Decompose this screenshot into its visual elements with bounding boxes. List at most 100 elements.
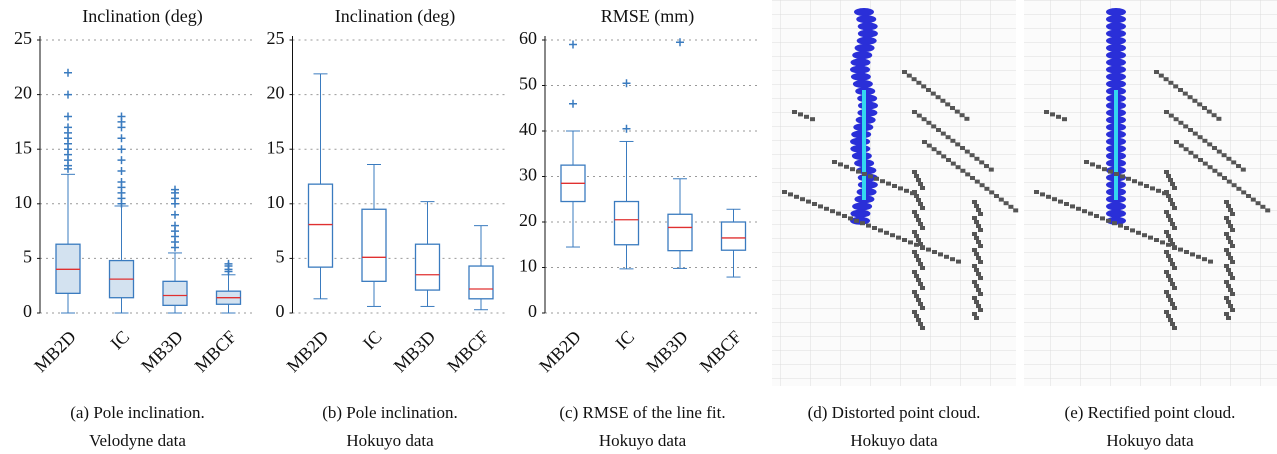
scan-point	[989, 190, 995, 195]
y-tick-label: 20	[267, 83, 285, 103]
scan-point	[1178, 88, 1183, 92]
caption: (e) Rectified point cloud.	[1065, 403, 1236, 422]
scan-point	[818, 204, 823, 209]
scan-point	[920, 206, 925, 210]
scan-point	[918, 222, 923, 226]
scan-point	[964, 149, 970, 154]
caption: Velodyne data	[89, 431, 186, 450]
outlier	[676, 38, 684, 47]
box	[414, 243, 441, 291]
scan-point	[1144, 184, 1149, 188]
scan-point	[1138, 181, 1143, 186]
x-tick-label: MB2D	[30, 327, 80, 377]
outlier	[224, 259, 233, 268]
scan-point	[1102, 167, 1107, 172]
scan-point	[972, 296, 977, 300]
scan-point	[916, 218, 921, 222]
scan-point	[1166, 234, 1171, 238]
scan-point	[916, 238, 921, 242]
pole-point	[850, 72, 871, 81]
scan-point	[896, 235, 901, 240]
scan-point	[1226, 204, 1231, 208]
scan-point	[848, 216, 853, 221]
pole-point	[852, 51, 873, 60]
x-tick-label: MB2D	[535, 327, 585, 377]
scan-point	[1226, 268, 1231, 272]
pole-point	[854, 8, 874, 16]
scan-point	[800, 197, 805, 202]
scan-point	[932, 250, 937, 254]
scan-point	[912, 250, 917, 254]
x-tick-label: MB2D	[283, 327, 333, 377]
scan-point	[836, 211, 841, 216]
scan-point	[1206, 109, 1212, 114]
outlier	[171, 185, 179, 194]
scan-point	[930, 91, 936, 96]
scan-point	[1228, 272, 1233, 276]
scan-point	[920, 306, 925, 310]
scan-point	[1168, 278, 1173, 282]
y-tick-label: 20	[519, 210, 537, 230]
pole-point	[1106, 44, 1126, 52]
scan-point	[1224, 232, 1229, 236]
scan-point	[1114, 172, 1119, 176]
scan-point	[970, 176, 975, 180]
scan-point	[1197, 102, 1203, 107]
pole-point	[850, 58, 871, 67]
box	[468, 265, 494, 300]
scan-point	[1172, 186, 1177, 190]
scan-point	[1226, 300, 1231, 304]
scan-point	[1013, 208, 1019, 213]
scan-point	[1172, 306, 1177, 310]
scan-point	[1224, 248, 1229, 252]
scan-point	[912, 190, 917, 194]
scan-point	[959, 113, 965, 118]
scan-point	[974, 268, 979, 272]
scan-point	[974, 220, 979, 224]
scan-point	[1163, 77, 1169, 82]
scan-point	[1192, 131, 1198, 136]
scan-point	[950, 257, 955, 262]
scan-point	[1228, 304, 1233, 308]
y-tick-label: 10	[14, 192, 32, 212]
box	[720, 221, 747, 251]
pole-point	[1106, 65, 1126, 74]
scan-point	[936, 128, 941, 132]
caption: Hokuyo data	[346, 431, 434, 450]
scan-point	[1164, 110, 1169, 114]
scan-point	[1150, 186, 1155, 191]
pole-point	[857, 180, 878, 189]
scan-point	[1120, 174, 1125, 179]
scan-point	[824, 206, 829, 211]
scan-point	[918, 282, 923, 286]
scan-point	[1174, 140, 1179, 144]
outlier	[171, 221, 179, 230]
scan-point	[1197, 135, 1203, 140]
scan-point	[974, 156, 980, 161]
scan-point	[1064, 202, 1069, 206]
outlier	[569, 40, 577, 49]
scan-point	[1228, 208, 1233, 212]
scan-point	[1202, 161, 1208, 166]
scan-point	[978, 292, 983, 296]
pole-point	[851, 130, 872, 139]
scan-point	[1193, 154, 1199, 159]
pole-point	[1106, 58, 1126, 67]
scan-point	[914, 214, 919, 218]
pole-point	[857, 29, 878, 38]
scan-point	[1106, 218, 1111, 223]
scan-point	[902, 238, 907, 242]
scan-point	[1166, 174, 1171, 178]
scan-point	[1008, 204, 1014, 209]
scan-point	[912, 310, 917, 314]
scan-point	[976, 288, 981, 292]
scan-point	[912, 290, 917, 294]
scan-point	[1034, 190, 1039, 194]
scan-point	[938, 252, 943, 257]
y-tick-label: 25	[267, 28, 285, 48]
scan-point	[1096, 164, 1101, 169]
scan-point	[1226, 236, 1231, 240]
scan-point	[1212, 168, 1218, 173]
scan-point	[978, 276, 983, 280]
scan-point	[898, 186, 903, 191]
